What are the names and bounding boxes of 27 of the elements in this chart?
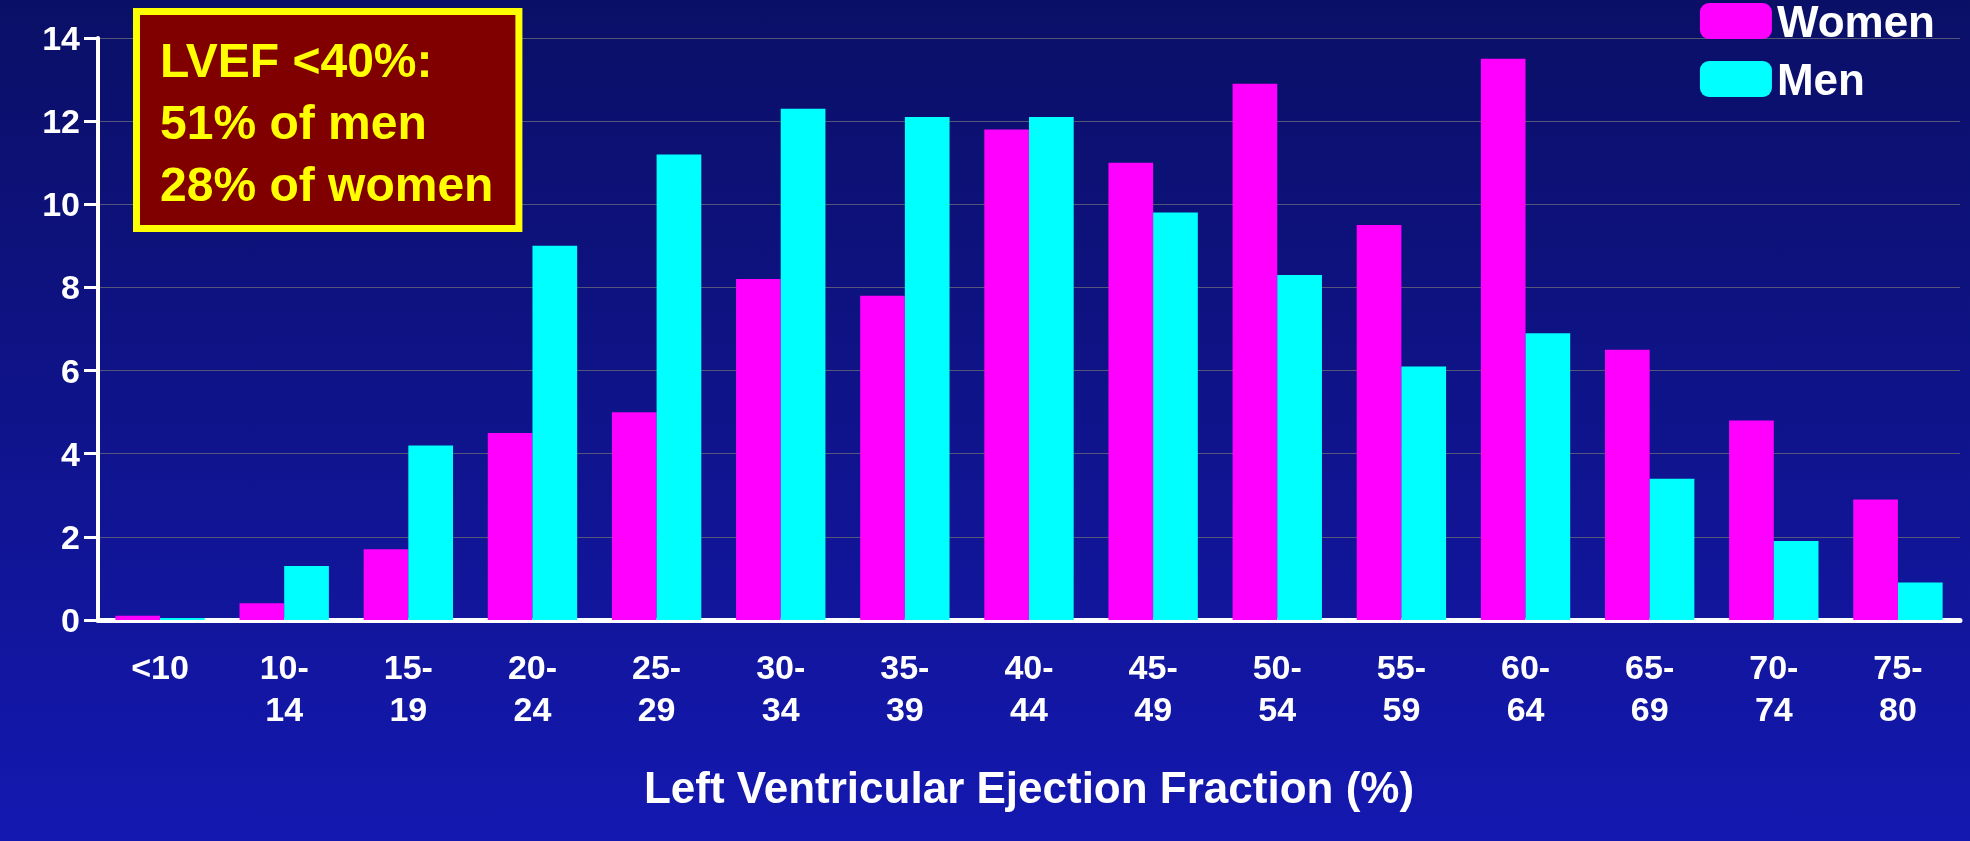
y-tick-label: 14 (42, 19, 81, 57)
x-tick-label: <10 (131, 648, 189, 686)
y-tick-label: 12 (42, 102, 80, 141)
legend-label: Women (1776, 0, 1936, 46)
y-tick-label: 0 (61, 601, 80, 639)
x-tick-label: 40- 44 (1004, 648, 1054, 728)
y-tick-label: 2 (61, 517, 80, 556)
x-tick-label: 55- 59 (1376, 648, 1426, 728)
x-tick-label: 35- 39 (880, 648, 930, 728)
x-tick-label: 50- 54 (1252, 648, 1302, 728)
legend-label: Men (1776, 54, 1865, 104)
annotation: LVEF <40%: 51% of men 28% of women (160, 33, 494, 211)
x-tick-label: 70- 74 (1749, 648, 1799, 728)
x-tick-label: 10- 14 (259, 648, 309, 728)
x-tick-label: 20- 24 (507, 648, 558, 728)
y-tick-label: 4 (61, 434, 81, 473)
x-tick-label: 25- 29 (632, 648, 682, 728)
y-tick-label: 6 (61, 351, 80, 390)
x-tick-label: 60- 64 (1500, 648, 1551, 728)
x-axis-title: Left Ventricular Ejection Fraction (%) (643, 762, 1415, 812)
y-tick-label: 10 (42, 185, 80, 224)
x-tick-label: 30- 34 (756, 648, 806, 728)
x-tick-label: 45- 49 (1128, 648, 1178, 728)
x-tick-label: 15- 19 (383, 648, 433, 728)
y-tick-label: 8 (61, 268, 80, 307)
x-tick-label: 65- 69 (1625, 648, 1675, 728)
x-tick-label: 75- 80 (1873, 648, 1923, 728)
